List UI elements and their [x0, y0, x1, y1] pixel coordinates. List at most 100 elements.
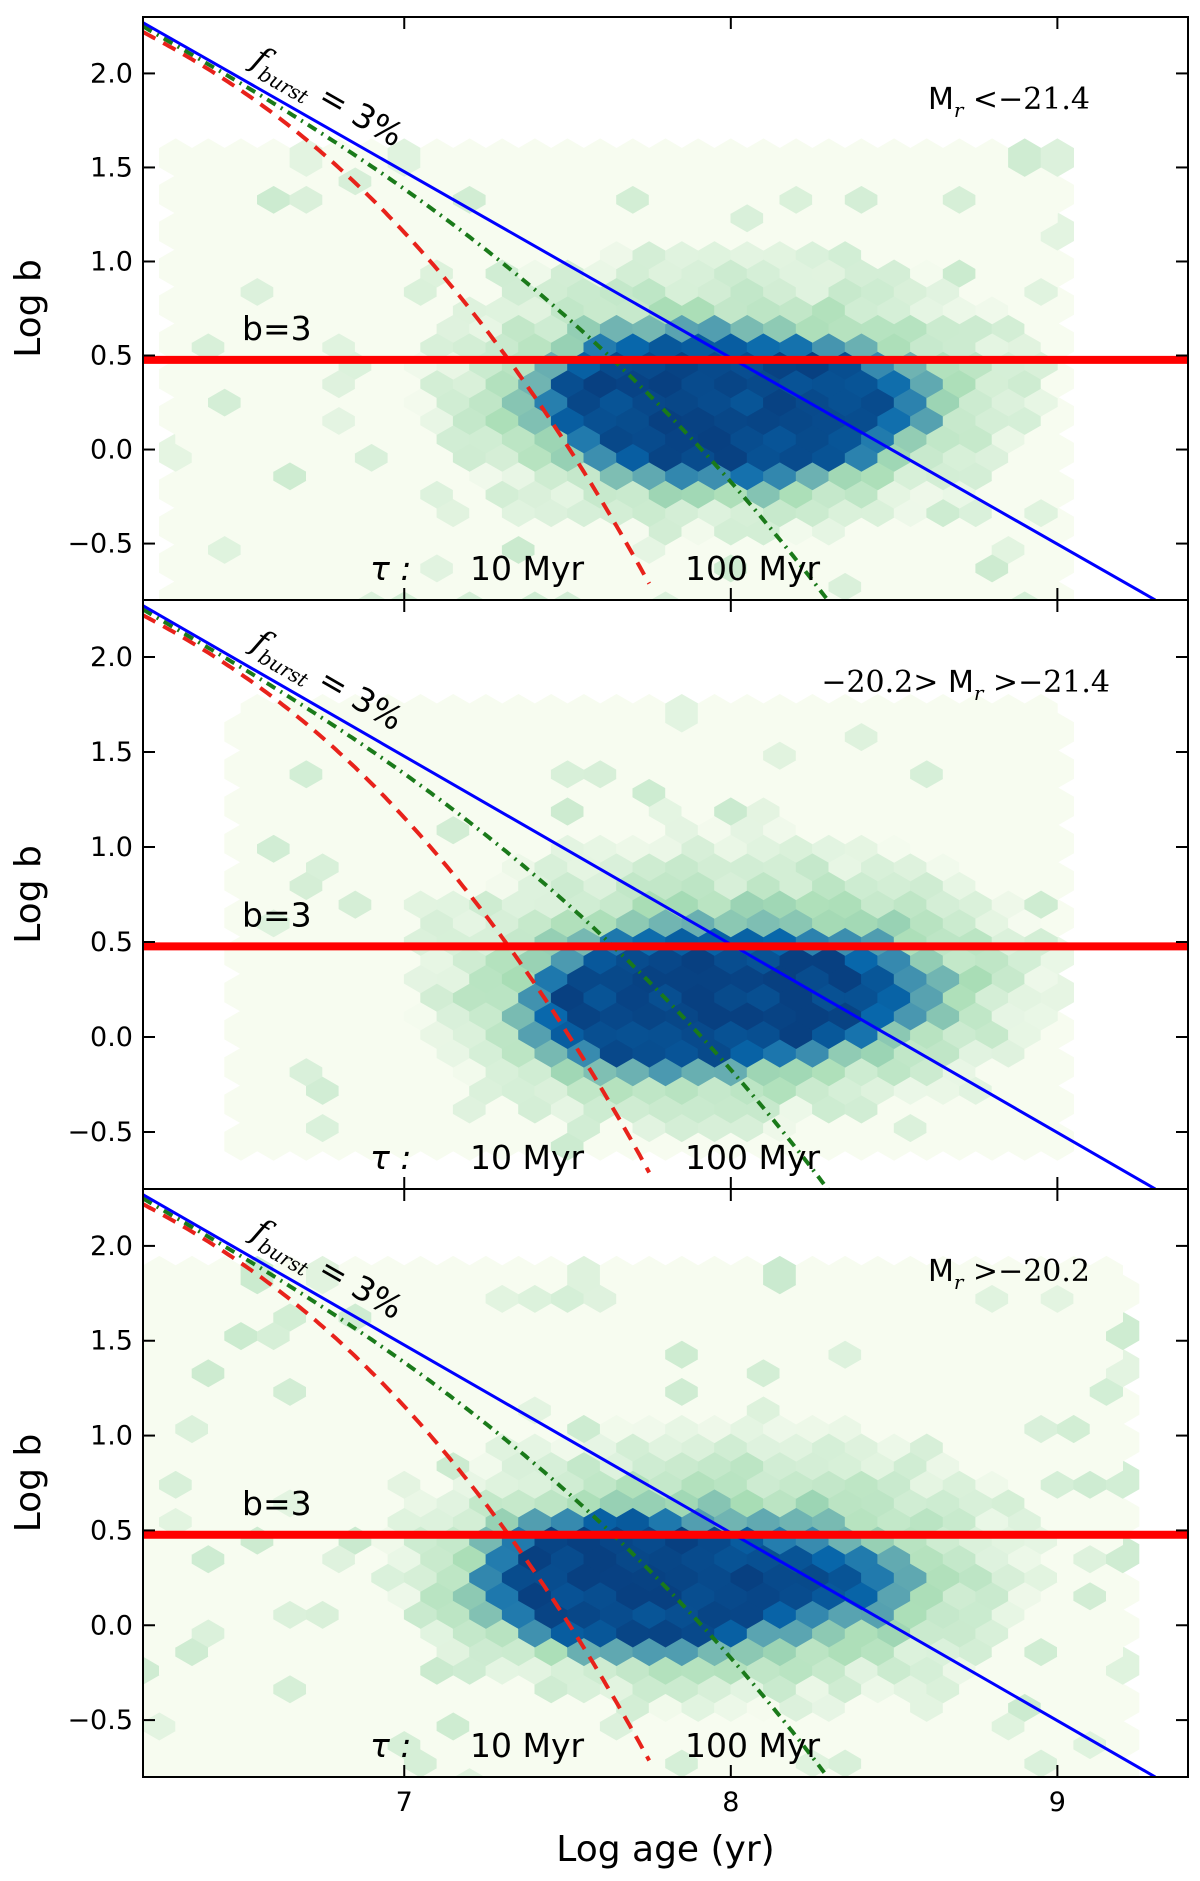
hexbin-cell [697, 694, 732, 733]
b3-label: b=3 [242, 895, 312, 934]
y-tick-label: 1.5 [90, 737, 133, 768]
hexbin-cell [436, 1255, 470, 1295]
y-tick-label: 2.0 [90, 642, 133, 673]
tau-100-label: 100 Myr [685, 1726, 820, 1765]
fburst-line [143, 21, 1157, 600]
hexbin-cell [501, 1255, 536, 1295]
b3-label: b=3 [242, 309, 312, 348]
hexbin-cell [518, 138, 552, 177]
hexbin-cell [828, 1255, 862, 1295]
hexbin-cell [567, 694, 601, 733]
hexbin-cell [224, 138, 258, 177]
hexbin-cell [143, 1255, 176, 1295]
hexbin-cell [1089, 1255, 1123, 1295]
panel-magnitude-label: −20.2> Mr >−21.4 [821, 665, 1110, 705]
hexbin-cell [1024, 694, 1058, 733]
hexbin-cell [795, 694, 830, 733]
hexbin-cell [714, 138, 748, 177]
y-tick-label: 0.5 [90, 341, 133, 372]
hexbin-cell [991, 1255, 1025, 1295]
y-tick-label: 0.0 [90, 1610, 133, 1641]
hexbin-cell [338, 1255, 372, 1295]
plot-area [143, 21, 1188, 600]
tau-10myr-curve [143, 613, 651, 1174]
hexbin-cell [436, 694, 470, 733]
b3-label: b=3 [242, 1484, 312, 1523]
hexbin-cell [975, 138, 1009, 177]
hexbin-cell [926, 1255, 960, 1295]
hexbin-cell [648, 138, 683, 177]
y-tick-label: 2.0 [90, 1231, 133, 1262]
tau-100-label: 100 Myr [685, 549, 820, 588]
y-axis-title: Log b [8, 259, 49, 358]
fburst-label: fburst = 3% [241, 37, 410, 159]
hexbin-cell [1024, 1255, 1058, 1295]
hexbin-cell [501, 694, 536, 733]
y-tick-label: 0.5 [90, 927, 133, 958]
tau-100myr-curve [143, 607, 831, 1189]
plot-area [143, 1193, 1188, 1777]
tau-100-label: 100 Myr [685, 1138, 820, 1177]
hexbin-cell [371, 694, 405, 733]
hexbin-cell [1008, 138, 1042, 177]
hexbin-cell [893, 1255, 928, 1295]
y-axis-title: Log b [8, 1434, 49, 1533]
hexbin-cell [403, 1255, 438, 1295]
hexbin-cell [877, 138, 911, 177]
hexbin-cell [599, 694, 634, 733]
hexbin-cell [893, 694, 928, 733]
panel-magnitude-label: Mr <−21.4 [928, 82, 1090, 122]
x-tick-label: 8 [722, 1787, 739, 1818]
hexbin-cell [306, 1255, 340, 1295]
hexbin-cell [1057, 1255, 1091, 1295]
y-tick-label: 1.0 [90, 832, 133, 863]
x-tick-label: 9 [1049, 1787, 1066, 1818]
hexbin-cell [665, 694, 699, 733]
hexbin-cell [959, 1255, 993, 1295]
hexbin-cell [257, 138, 291, 177]
hexbin-cell [175, 1255, 209, 1295]
hexbin-cell [583, 138, 617, 177]
hexbin-cell [763, 694, 797, 733]
hexbin-cell [910, 138, 944, 177]
hexbin-cell [844, 138, 879, 177]
hexbin-cell [208, 1255, 242, 1295]
hexbin-cell [779, 138, 813, 177]
y-axis-title: Log b [8, 845, 49, 944]
tau-10-label: 10 Myr [470, 1726, 584, 1765]
hexbin-cell [550, 138, 585, 177]
tau-10-label: 10 Myr [470, 549, 584, 588]
hexbin-cell [828, 694, 862, 733]
tau-10myr-curve [143, 1202, 651, 1762]
hexbin-cell [926, 694, 960, 733]
hexbin-cell [681, 138, 715, 177]
y-tick-label: 1.0 [90, 246, 133, 277]
fburst-line [143, 1193, 1157, 1777]
hexbin-cell [159, 138, 193, 177]
tau-label: τ : [370, 549, 411, 588]
hexbin-cell [861, 1255, 895, 1295]
x-axis-title: Log age (yr) [556, 1829, 774, 1870]
axes-frame [142, 1188, 1189, 1778]
y-tick-label: 1.0 [90, 1421, 133, 1452]
hexbin-cell [959, 694, 993, 733]
hexbin-cell [861, 694, 895, 733]
hexbin-cell [697, 1255, 732, 1295]
plot-area [143, 604, 1188, 1189]
x-tick-label: 7 [396, 1787, 413, 1818]
hexbin-cell [420, 138, 454, 177]
tau-10-label: 10 Myr [470, 1138, 584, 1177]
hexbin-cell [746, 138, 781, 177]
hexbin-cell [665, 1255, 699, 1295]
y-tick-label: −0.5 [67, 529, 133, 560]
hexbin-cell [1040, 138, 1074, 177]
hexbin-cell [469, 694, 503, 733]
hexbin-cell [534, 1255, 568, 1295]
hexbin-cell [452, 138, 487, 177]
hexbin-cell [730, 1255, 764, 1295]
hexbin-cell [403, 694, 438, 733]
y-tick-label: 1.5 [90, 152, 133, 183]
